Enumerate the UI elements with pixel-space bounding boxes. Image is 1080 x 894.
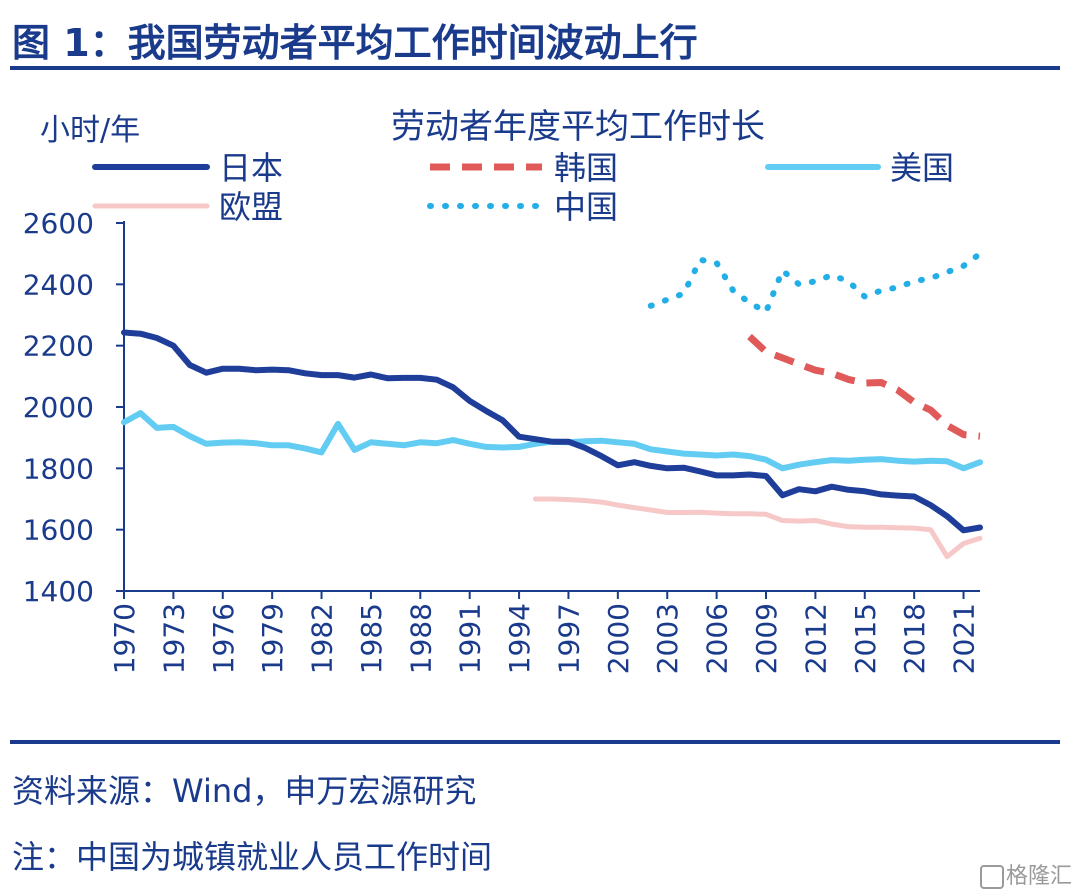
legend-label-0: 日本: [219, 149, 283, 187]
figure-title: 图 1：我国劳动者平均工作时间波动上行: [12, 21, 698, 65]
y-tick-label: 2200: [23, 330, 94, 363]
y-tick-label: 2600: [23, 207, 94, 240]
y-tick-label: 1800: [23, 452, 94, 485]
x-tick-label: 2006: [701, 603, 734, 674]
y-axis-label: 小时/年: [40, 113, 140, 148]
axes: 2600 2400 2200 2000 1800 1600 1400 1970 1973 1976…: [23, 207, 981, 674]
chart-title: 劳动者年度平均工作时长: [391, 107, 765, 147]
y-tick-label: 2400: [23, 268, 94, 301]
series-line-4: [647, 250, 983, 315]
x-tick-label: 1982: [306, 603, 339, 674]
x-tick-label: 1994: [503, 603, 536, 674]
x-tick-label: 1988: [404, 603, 437, 674]
y-tick-label: 1400: [23, 575, 94, 608]
y-tick-label: 2000: [23, 391, 94, 424]
x-tick-label: 2000: [602, 603, 635, 674]
title-divider: [10, 66, 1060, 70]
x-tick-label: 1991: [454, 603, 487, 674]
source-note: 资料来源：Wind，申万宏源研究: [12, 772, 477, 810]
x-tick-label: 2018: [898, 603, 931, 674]
legend-label-3: 欧盟: [219, 188, 283, 226]
x-tick-label: 1985: [355, 603, 388, 674]
x-tick-label: 2012: [799, 603, 832, 674]
plot-area: [121, 250, 983, 560]
x-tick-label: 1997: [552, 603, 585, 674]
series-line-3: [533, 496, 983, 560]
x-tick-label: 1973: [157, 603, 190, 674]
legend-label-2: 美国: [890, 149, 954, 187]
x-tick-label: 2003: [651, 603, 684, 674]
x-tick-label: 1970: [108, 603, 141, 674]
watermark-text: 格隆汇: [1005, 864, 1072, 889]
x-tick-label: 1976: [207, 603, 240, 674]
series-line-0: [121, 329, 983, 534]
series-line-1: [747, 333, 981, 440]
footnote: 注：中国为城镇就业人员工作时间: [12, 838, 493, 876]
x-tick-label: 2015: [849, 603, 882, 674]
y-tick-label: 1600: [23, 514, 94, 547]
x-tick-label: 2021: [948, 603, 981, 674]
x-tick-label: 2009: [750, 603, 783, 674]
x-tick-label: 1979: [256, 603, 289, 674]
watermark-logo-icon: [979, 865, 1004, 889]
footer-divider: [10, 740, 1060, 744]
legend-label-1: 韩国: [554, 149, 618, 187]
legend-label-4: 中国: [554, 188, 618, 226]
watermark: 格隆汇: [979, 858, 1072, 890]
